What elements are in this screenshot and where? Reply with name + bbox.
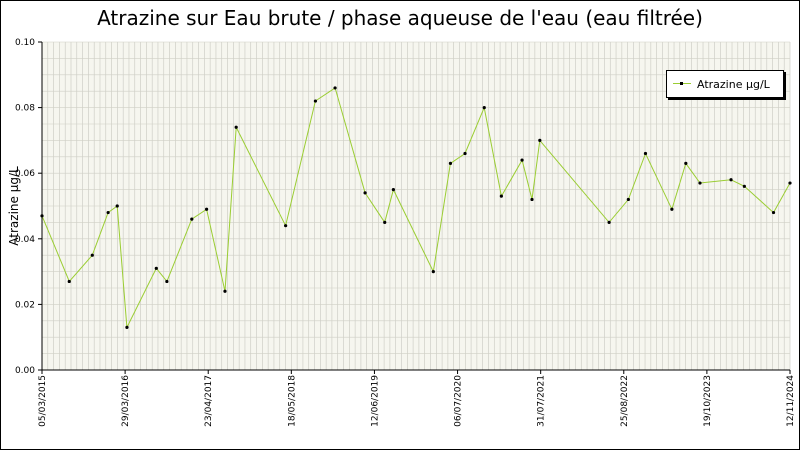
data-point	[684, 161, 688, 165]
data-point	[729, 178, 733, 182]
data-point	[115, 204, 119, 208]
data-point	[538, 138, 542, 142]
data-point	[67, 279, 71, 284]
data-point	[499, 194, 503, 198]
x-tick-label: 19/10/2023	[703, 375, 713, 427]
legend-swatch	[673, 79, 691, 89]
legend: Atrazine µg/L	[666, 70, 784, 98]
y-tick-label: 0.08	[15, 104, 35, 114]
x-tick-label: 23/04/2017	[204, 375, 214, 427]
data-point	[363, 191, 367, 195]
data-point	[106, 210, 110, 215]
data-point	[530, 197, 534, 202]
data-point	[520, 158, 524, 162]
data-point	[448, 161, 453, 165]
data-point	[90, 253, 94, 257]
y-tick-label: 0.02	[15, 300, 35, 310]
legend-label: Atrazine µg/L	[697, 77, 770, 91]
data-point	[698, 181, 702, 185]
x-tick-label: 18/05/2018	[287, 375, 297, 427]
y-tick-label: 0.06	[15, 169, 35, 179]
data-point	[40, 214, 44, 218]
data-point	[742, 184, 746, 188]
data-point	[205, 207, 209, 211]
x-tick-label: 12/06/2019	[370, 375, 380, 427]
data-point	[333, 86, 337, 90]
x-tick-label: 06/07/2020	[454, 375, 464, 427]
data-point	[607, 220, 611, 224]
data-point	[626, 197, 630, 202]
y-axis-label: Atrazine µg/L	[7, 166, 21, 246]
data-point	[313, 99, 318, 103]
data-point	[223, 289, 227, 293]
data-point	[643, 151, 648, 156]
data-point	[463, 151, 467, 156]
data-point	[391, 188, 395, 192]
x-tick-label: 31/07/2021	[537, 375, 547, 427]
tick-labels: 0.00 0.02 0.04 0.06 0.08 0.10 05/03/2015 29/03/…	[15, 38, 796, 427]
data-point	[670, 207, 674, 211]
data-point	[482, 106, 486, 110]
data-point	[431, 270, 435, 274]
x-tick-label: 05/03/2015	[38, 375, 48, 427]
data-point	[284, 224, 288, 228]
data-point	[125, 325, 129, 329]
axes	[41, 42, 790, 371]
data-point	[771, 210, 776, 215]
series-atrazine	[40, 86, 792, 330]
data-point	[154, 266, 158, 270]
x-tick-label: 25/08/2022	[620, 375, 630, 427]
y-tick-label: 0.04	[15, 235, 35, 245]
y-tick-label: 0.00	[15, 366, 35, 376]
series-line	[41, 87, 791, 330]
data-point	[165, 279, 169, 284]
data-point	[234, 125, 238, 129]
data-point	[383, 220, 387, 224]
chart-title: Atrazine sur Eau brute / phase aqueuse d…	[97, 6, 703, 30]
data-point	[190, 217, 194, 221]
x-tick-label: 29/03/2016	[121, 375, 131, 427]
y-tick-label: 0.10	[15, 38, 35, 48]
x-tick-label: 12/11/2024	[786, 375, 796, 427]
data-point	[788, 181, 792, 185]
